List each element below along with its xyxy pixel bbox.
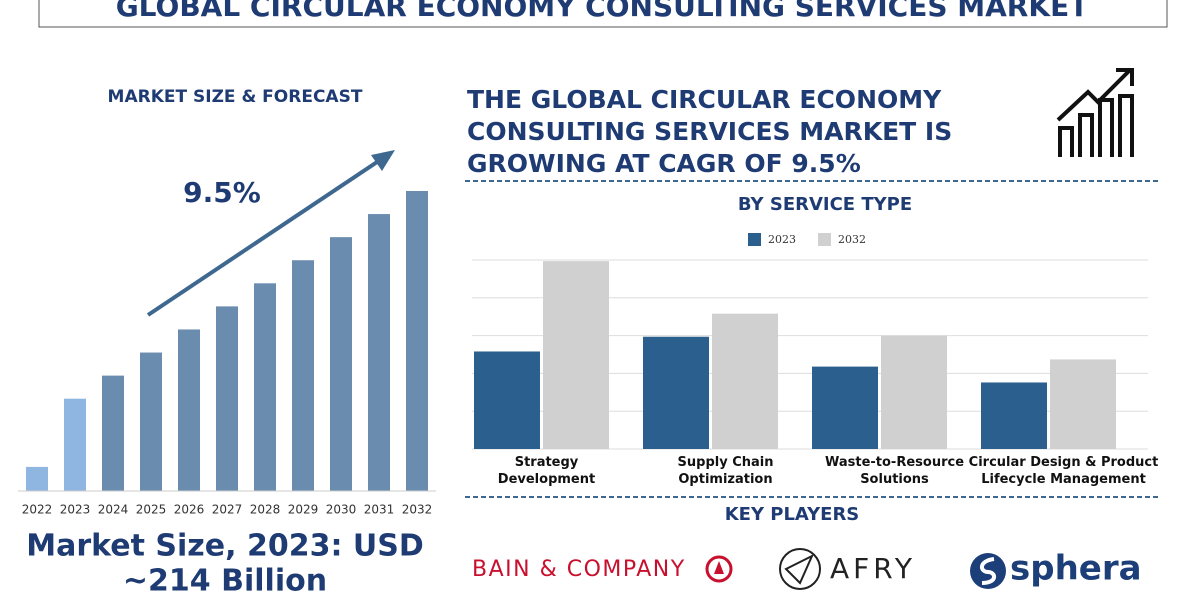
title-box <box>38 0 1168 28</box>
market-size: ~214 Billion <box>123 564 327 599</box>
growth-icon <box>1056 68 1134 157</box>
bar <box>26 466 48 491</box>
page-title: GLOBAL CIRCULAR ECONOMY CONSULTING SERVI… <box>116 0 1089 23</box>
x-tick-label: 2028 <box>250 503 281 517</box>
logo-icon <box>714 561 724 574</box>
logo-icon <box>779 548 821 590</box>
bar <box>368 214 390 492</box>
bar <box>643 336 709 449</box>
growth-arrow <box>146 156 385 317</box>
bar <box>102 375 124 491</box>
legend-label: 2023 <box>768 233 796 246</box>
x-tick-label: Waste-to-Resource Solutions <box>824 455 965 487</box>
x-tick-label: 2031 <box>364 503 395 517</box>
legend-label: 2032 <box>838 233 866 246</box>
x-tick-label: Circular Design & Product Lifecycle Mana… <box>968 455 1159 487</box>
arrow-head <box>371 150 395 171</box>
section-title: KEY PLAYERS <box>725 504 860 525</box>
bar <box>712 313 778 449</box>
logo-icon <box>980 557 996 585</box>
x-tick-label: Supply Chain Optimization <box>677 455 774 487</box>
x-tick-label: Strategy Development <box>497 455 596 487</box>
logo-sphera: sphera <box>1010 549 1142 589</box>
bar <box>981 382 1047 449</box>
x-tick-label: 2024 <box>98 503 129 517</box>
bar <box>881 335 947 449</box>
chart-title: BY SERVICE TYPE <box>738 194 912 215</box>
headline: GROWING AT CAGR OF 9.5% <box>467 149 861 178</box>
logo-afry: AFRY <box>830 552 916 585</box>
x-tick-label: 2026 <box>174 503 205 517</box>
bar <box>474 351 540 449</box>
bar <box>216 306 238 491</box>
headline: CONSULTING SERVICES MARKET IS <box>467 117 952 146</box>
bar <box>812 366 878 449</box>
bar <box>406 191 428 491</box>
x-tick-label: 2025 <box>136 503 167 517</box>
bar <box>292 260 314 491</box>
bar <box>1050 359 1116 449</box>
legend-swatch <box>748 233 761 246</box>
x-tick-label: 2027 <box>212 503 243 517</box>
bar <box>64 398 86 491</box>
chart-title: MARKET SIZE & FORECAST <box>108 87 363 107</box>
market-size: Market Size, 2023: USD <box>26 529 424 564</box>
x-tick-label: 2032 <box>402 503 433 517</box>
bar <box>543 261 609 449</box>
bar <box>330 237 352 491</box>
logo-icon <box>705 555 733 583</box>
headline: THE GLOBAL CIRCULAR ECONOMY <box>467 85 942 114</box>
x-tick-label: 2030 <box>326 503 357 517</box>
bar <box>140 352 162 491</box>
legend-swatch <box>818 233 831 246</box>
x-tick-label: 2022 <box>22 503 53 517</box>
x-tick-label: 2029 <box>288 503 319 517</box>
x-tick-label: 2023 <box>60 503 91 517</box>
bar <box>178 329 200 491</box>
bar <box>254 283 276 491</box>
logo-bain: BAIN & COMPANY <box>472 557 686 582</box>
cagr-annotation: 9.5% <box>183 176 261 209</box>
